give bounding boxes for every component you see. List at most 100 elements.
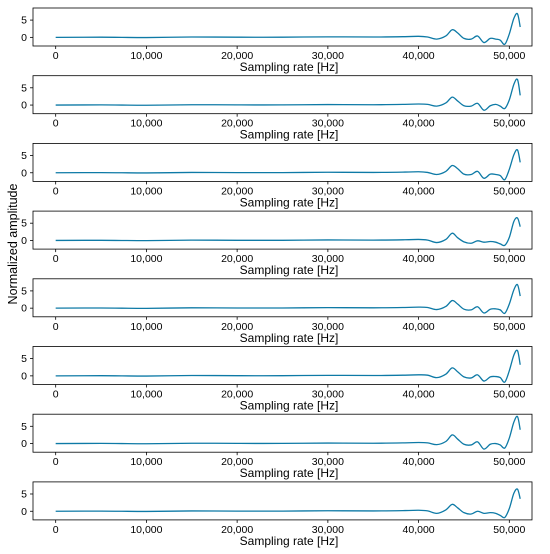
- x-axis-title: Sampling rate [Hz]: [240, 534, 339, 548]
- panel-frame: [32, 346, 533, 385]
- y-tick-label: 0: [21, 32, 27, 44]
- panel-frame: [32, 7, 533, 47]
- x-tick-label: 0: [53, 524, 59, 536]
- y-tick-label: 5: [21, 150, 27, 162]
- y-tick-label: 5: [21, 218, 27, 230]
- x-tick-label: 0: [53, 321, 59, 333]
- x-tick-label: 10,000: [130, 389, 162, 401]
- series-line: [55, 149, 521, 181]
- x-axis-title: Sampling rate [Hz]: [240, 331, 339, 345]
- y-axis-title: Normalized amplitude: [6, 184, 20, 305]
- y-tick-label: 0: [21, 100, 27, 112]
- panel-7: 5 0 0 10,000 20,000 30,000 40,000 50,000 Samplin…: [21, 413, 533, 480]
- x-tick-label: 30,000: [312, 321, 344, 333]
- x-tick-label: 40,000: [403, 253, 435, 265]
- x-tick-label: 40,000: [403, 524, 435, 536]
- x-tick-label: 10,000: [130, 185, 162, 197]
- y-tick-label: 5: [21, 285, 27, 297]
- x-tick-label: 20,000: [221, 185, 253, 197]
- panel-2: 5 0 0 10,000 20,000 30,000 40,000 50,000 Samplin…: [21, 75, 533, 142]
- panel-frame: [32, 210, 533, 250]
- x-tick-label: 0: [53, 118, 59, 130]
- x-tick-label: 50,000: [493, 118, 525, 130]
- x-axis-title: Sampling rate [Hz]: [240, 466, 339, 480]
- x-tick-label: 10,000: [130, 456, 162, 468]
- panel-6: 5 0 0 10,000 20,000 30,000 40,000 50,000 Samplin…: [21, 346, 533, 413]
- x-tick-label: 10,000: [130, 524, 162, 536]
- x-tick-label: 30,000: [312, 50, 344, 62]
- series-line: [55, 488, 521, 519]
- x-tick-label: 50,000: [493, 524, 525, 536]
- series-line: [55, 415, 521, 450]
- x-tick-label: 40,000: [403, 185, 435, 197]
- x-tick-label: 0: [53, 50, 59, 62]
- x-tick-label: 0: [53, 253, 59, 265]
- x-tick-label: 20,000: [221, 389, 253, 401]
- x-axis-title: Sampling rate [Hz]: [240, 399, 339, 413]
- x-tick-label: 0: [53, 185, 59, 197]
- x-tick-label: 30,000: [312, 524, 344, 536]
- x-tick-label: 30,000: [312, 185, 344, 197]
- x-axis-title: Sampling rate [Hz]: [240, 60, 339, 74]
- x-tick-label: 50,000: [493, 321, 525, 333]
- series-line: [55, 283, 521, 315]
- panel-4: 5 0 0 10,000 20,000 30,000 40,000 50,000 Samplin…: [21, 210, 533, 277]
- x-tick-label: 0: [53, 389, 59, 401]
- y-tick-label: 0: [21, 438, 27, 450]
- panel-frame: [32, 75, 533, 115]
- y-tick-label: 5: [21, 488, 27, 500]
- x-tick-label: 30,000: [312, 456, 344, 468]
- x-tick-label: 50,000: [493, 253, 525, 265]
- x-tick-label: 40,000: [403, 456, 435, 468]
- x-axis-title: Sampling rate [Hz]: [240, 195, 339, 209]
- series-line: [55, 349, 521, 383]
- y-tick-label: 0: [21, 506, 27, 518]
- y-tick-label: 0: [21, 235, 27, 247]
- x-tick-label: 20,000: [221, 456, 253, 468]
- x-tick-label: 10,000: [130, 321, 162, 333]
- series-line: [55, 78, 521, 111]
- panels-group: 5 0 0 10,000 20,000 30,000 40,000 50,000 Samplin…: [21, 7, 533, 548]
- series-line: [55, 217, 521, 247]
- y-tick-label: 5: [21, 421, 27, 433]
- y-tick-label: 0: [21, 370, 27, 382]
- y-tick-label: 5: [21, 15, 27, 27]
- panel-5: 5 0 0 10,000 20,000 30,000 40,000 50,000 Samplin…: [21, 278, 533, 345]
- y-tick-label: 5: [21, 353, 27, 365]
- x-tick-label: 30,000: [312, 253, 344, 265]
- x-tick-label: 10,000: [130, 118, 162, 130]
- x-axis-title: Sampling rate [Hz]: [240, 263, 339, 277]
- y-tick-label: 0: [21, 303, 27, 315]
- panel-1: 5 0 0 10,000 20,000 30,000 40,000 50,000 Samplin…: [21, 7, 533, 74]
- panel-8: 5 0 0 10,000 20,000 30,000 40,000 50,000 Samplin…: [21, 481, 533, 548]
- x-tick-label: 10,000: [130, 50, 162, 62]
- x-tick-label: 20,000: [221, 253, 253, 265]
- x-tick-label: 20,000: [221, 118, 253, 130]
- x-tick-label: 10,000: [130, 253, 162, 265]
- x-tick-label: 40,000: [403, 321, 435, 333]
- x-tick-label: 30,000: [312, 118, 344, 130]
- x-tick-label: 50,000: [493, 389, 525, 401]
- x-tick-label: 30,000: [312, 389, 344, 401]
- panel-frame: [32, 481, 533, 521]
- y-tick-label: 0: [21, 167, 27, 179]
- x-tick-label: 20,000: [221, 50, 253, 62]
- series-line: [55, 12, 521, 46]
- panel-3: 5 0 0 10,000 20,000 30,000 40,000 50,000 Samplin…: [21, 142, 533, 209]
- panel-frame: [32, 142, 533, 182]
- y-tick-label: 5: [21, 82, 27, 94]
- x-tick-label: 40,000: [403, 389, 435, 401]
- x-axis-title: Sampling rate [Hz]: [240, 128, 339, 142]
- x-tick-label: 50,000: [493, 50, 525, 62]
- x-tick-label: 20,000: [221, 321, 253, 333]
- x-tick-label: 0: [53, 456, 59, 468]
- panel-frame: [32, 413, 533, 453]
- x-tick-label: 20,000: [221, 524, 253, 536]
- x-tick-label: 40,000: [403, 50, 435, 62]
- x-tick-label: 40,000: [403, 118, 435, 130]
- x-tick-label: 50,000: [493, 456, 525, 468]
- panel-frame: [32, 278, 533, 318]
- x-tick-label: 50,000: [493, 185, 525, 197]
